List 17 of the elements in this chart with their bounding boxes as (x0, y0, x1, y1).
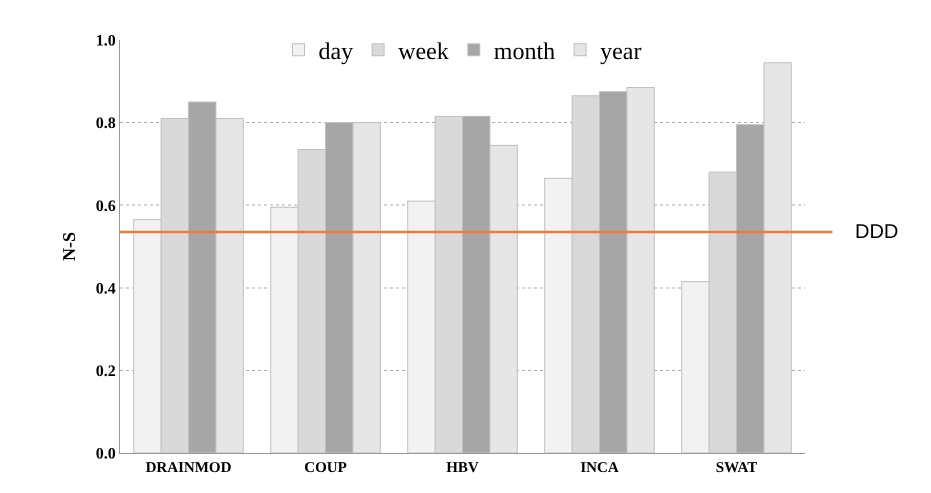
x-tick-label: SWAT (716, 460, 758, 476)
legend-label: week (398, 39, 449, 66)
y-tick-label: 0.0 (96, 446, 116, 463)
x-tick-label: COUP (304, 460, 347, 476)
x-tick-label: INCA (580, 460, 619, 476)
y-tick-label: 0.6 (96, 198, 116, 215)
legend-label: day (318, 39, 354, 66)
ref-line-label: DDD (855, 221, 898, 243)
y-tick-label: 0.2 (96, 363, 116, 380)
legend-label: month (494, 39, 556, 66)
x-tick-label: HBV (446, 460, 479, 476)
x-tick-label: DRAINMOD (146, 460, 232, 476)
y-tick-label: 0.8 (96, 115, 116, 132)
y-axis-title: N-S (59, 232, 79, 262)
legend-label: year (600, 39, 642, 66)
y-tick-label: 0.4 (96, 280, 116, 298)
y-tick-label: 1.0 (96, 32, 116, 50)
